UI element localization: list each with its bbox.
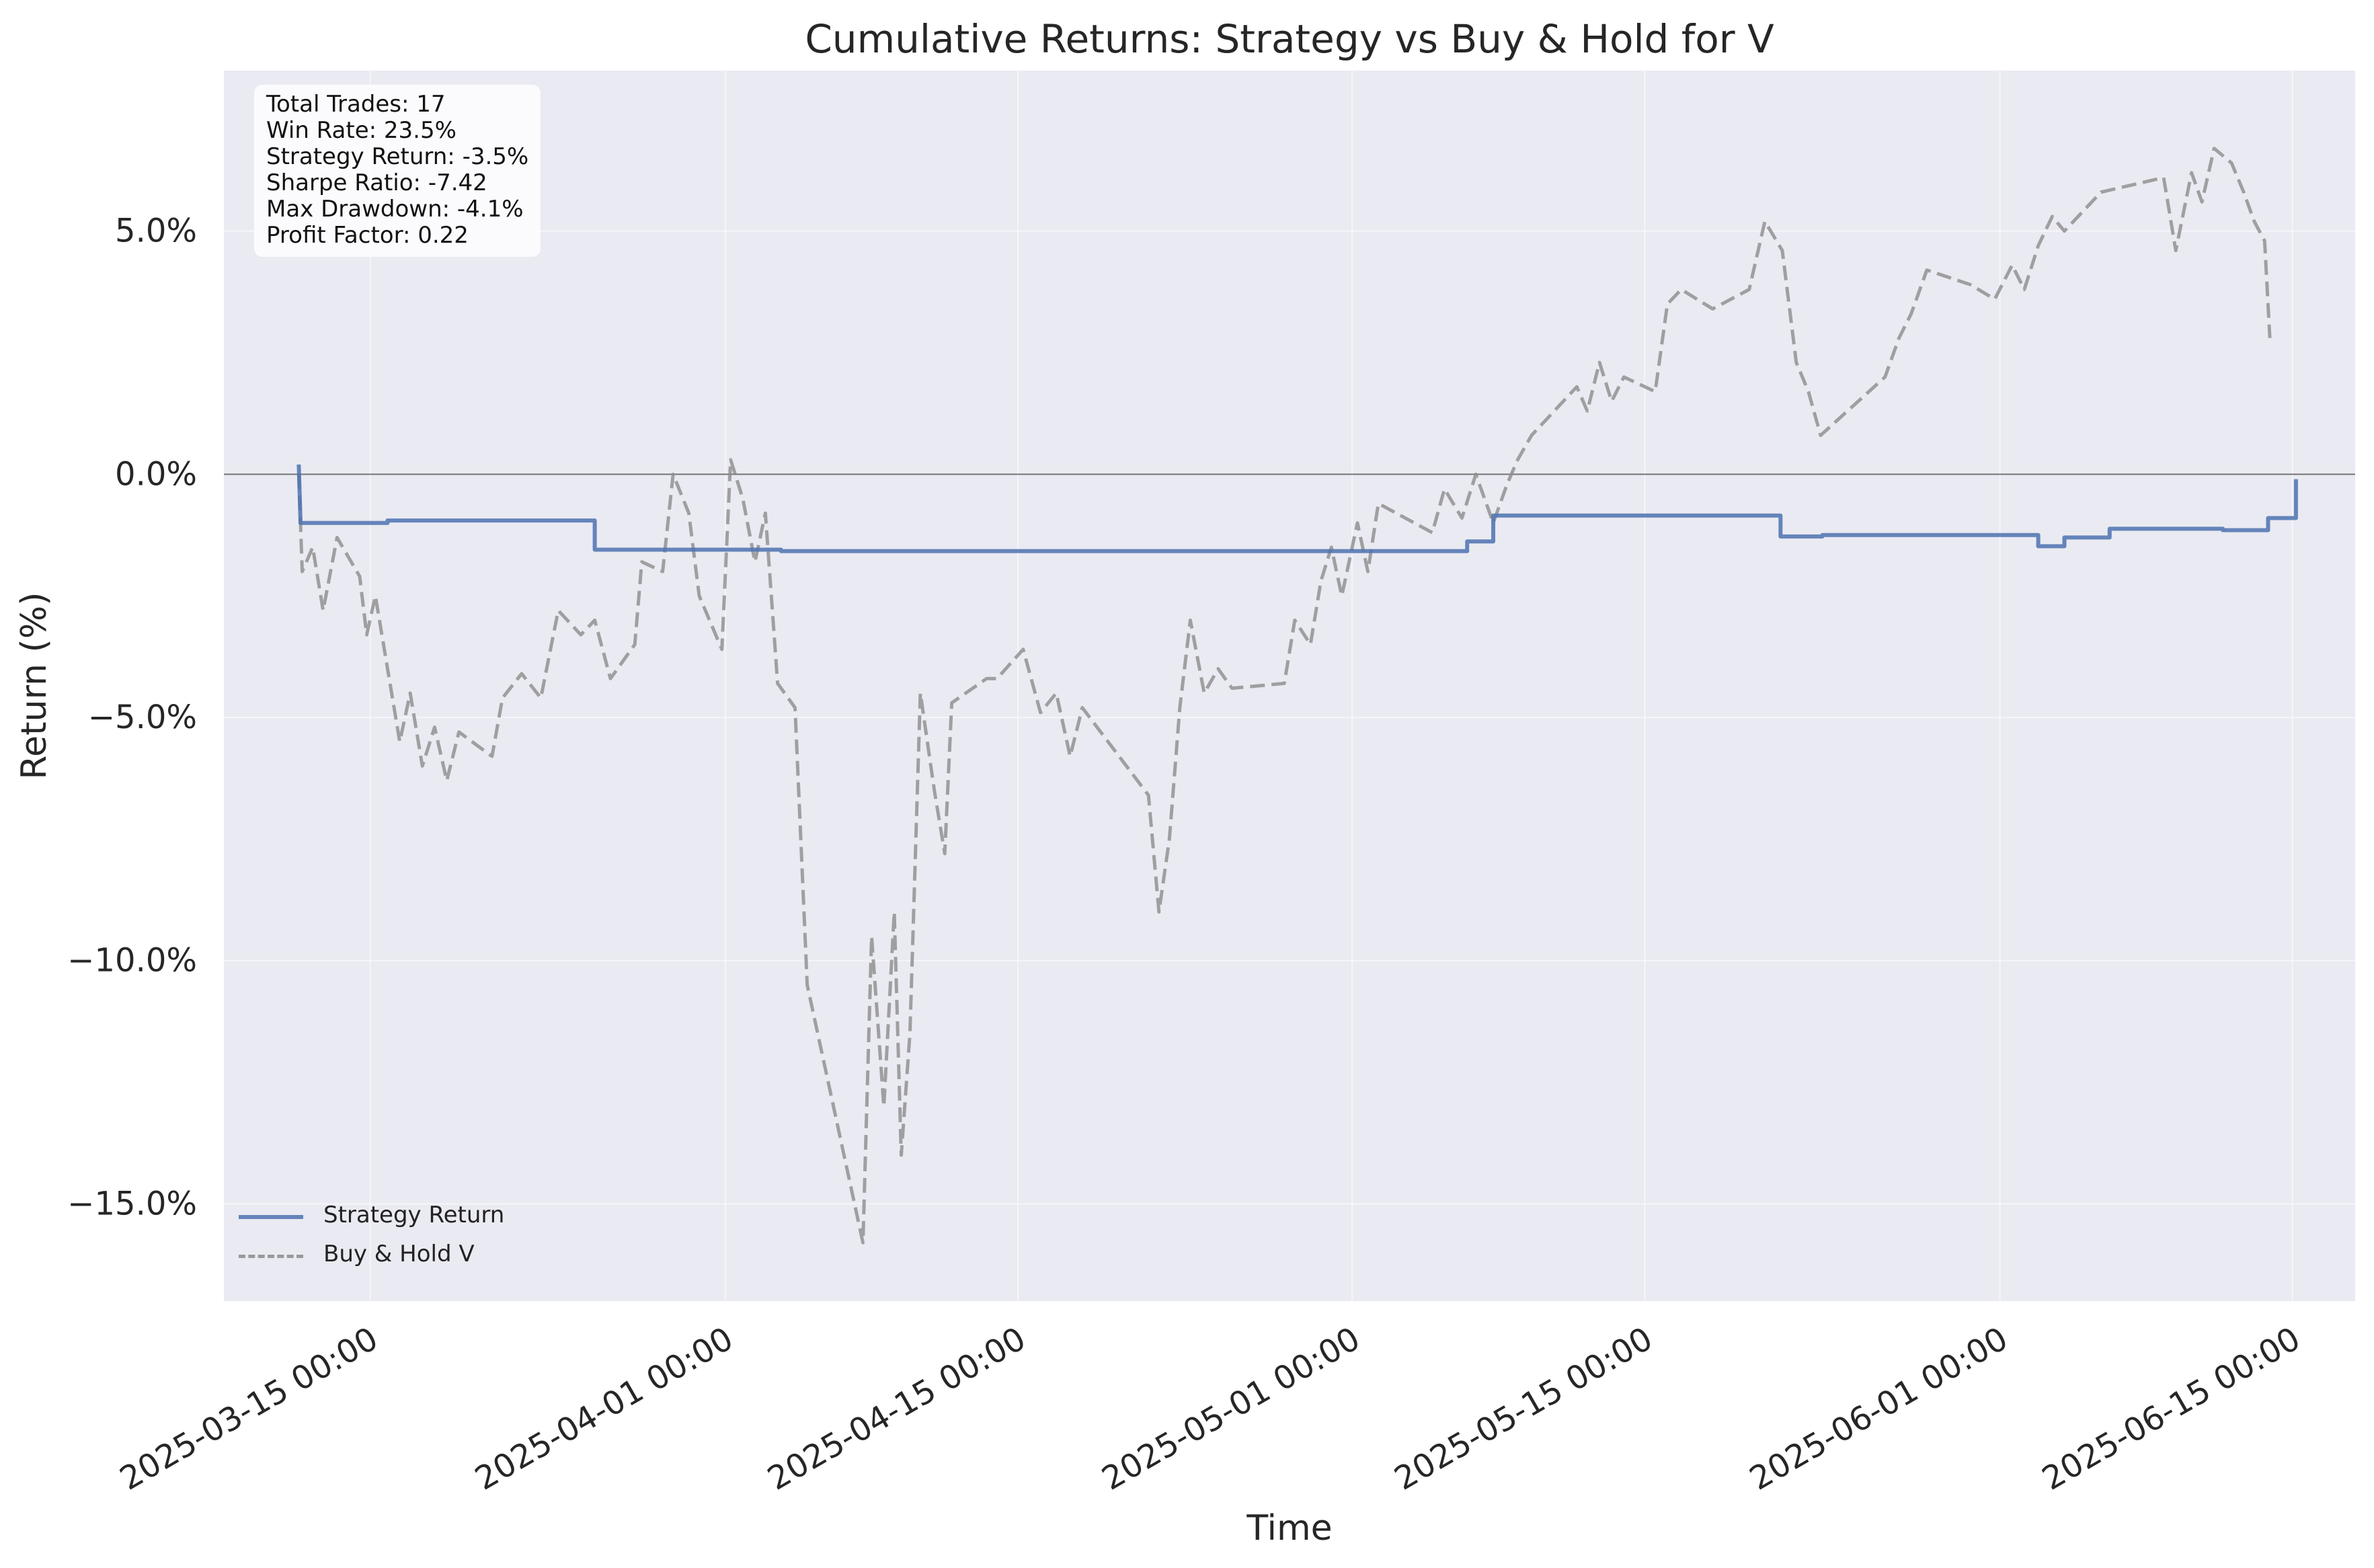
x-axis-label: Time <box>1246 1508 1332 1549</box>
legend-label-strategy: Strategy Return <box>323 1202 505 1228</box>
chart-title: Cumulative Returns: Strategy vs Buy & Ho… <box>805 16 1774 62</box>
y-tick-label: −15.0% <box>67 1185 197 1222</box>
stat-total-trades: Total Trades: 17 <box>266 91 446 118</box>
legend-item-buy-hold: Buy & Hold V <box>239 1234 504 1273</box>
legend-swatch-buy-hold <box>239 1254 303 1258</box>
y-tick-label: −5.0% <box>88 699 197 736</box>
x-tick-label: 2025-05-15 00:00 <box>1388 1320 1659 1498</box>
series-line-buy-hold <box>296 147 2272 1245</box>
stat-sharpe-ratio: Sharpe Ratio: -7.42 <box>266 169 487 196</box>
stat-max-drawdown: Max Drawdown: -4.1% <box>266 196 524 223</box>
stat-win-rate: Win Rate: 23.5% <box>266 117 457 144</box>
legend-label-buy-hold: Buy & Hold V <box>323 1241 475 1267</box>
x-tick-label: 2025-04-01 00:00 <box>469 1320 740 1498</box>
legend-item-strategy: Strategy Return <box>239 1195 504 1234</box>
stat-strategy-return: Strategy Return: -3.5% <box>266 143 529 170</box>
y-tick-labels: 5.0% 0.0% −5.0% −10.0% −15.0% <box>67 212 197 1223</box>
x-tick-label: 2025-05-01 00:00 <box>1096 1320 1367 1498</box>
y-tick-label: −10.0% <box>67 942 197 980</box>
y-axis-label: Return (%) <box>14 592 54 779</box>
x-tick-label: 2025-04-15 00:00 <box>761 1320 1032 1498</box>
x-tick-label: 2025-06-15 00:00 <box>2036 1320 2307 1498</box>
x-tick-label: 2025-06-01 00:00 <box>1743 1320 2014 1498</box>
x-tick-labels: 2025-03-15 00:00 2025-04-01 00:00 2025-04-… <box>114 1320 2307 1498</box>
x-tick-label: 2025-03-15 00:00 <box>114 1320 385 1498</box>
legend-swatch-strategy <box>239 1215 303 1219</box>
series-line-strategy <box>296 464 2298 553</box>
stats-annotation-box: Total Trades: 17 Win Rate: 23.5% Strateg… <box>254 85 541 257</box>
y-tick-label: 0.0% <box>115 455 197 493</box>
series-lines <box>296 147 2298 1245</box>
y-tick-label: 5.0% <box>115 212 197 250</box>
legend: Strategy Return Buy & Hold V <box>239 1195 504 1273</box>
stat-profit-factor: Profit Factor: 0.22 <box>266 222 469 249</box>
